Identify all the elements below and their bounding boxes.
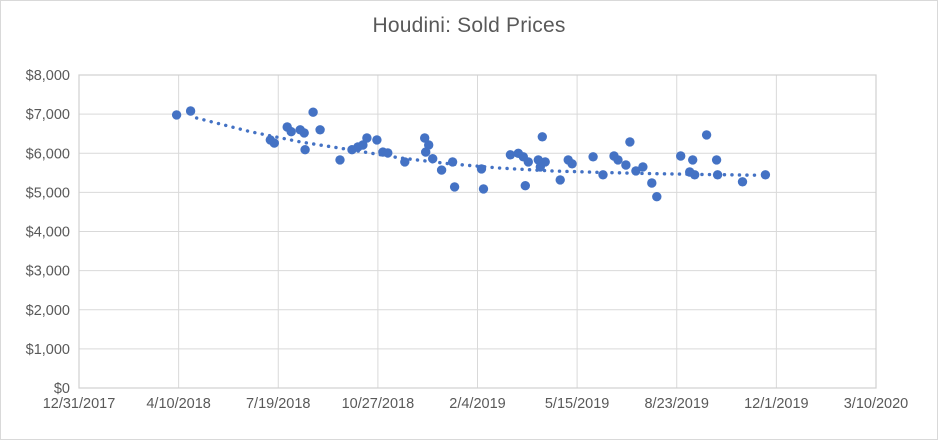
data-point[interactable] (647, 178, 657, 188)
data-point[interactable] (688, 155, 698, 165)
data-point[interactable] (185, 106, 196, 116)
data-point[interactable] (690, 170, 700, 180)
gridlines (78, 74, 877, 389)
data-point[interactable] (523, 157, 533, 167)
data-point[interactable] (315, 125, 325, 135)
data-point[interactable] (420, 133, 430, 143)
data-point[interactable] (537, 132, 547, 142)
data-point[interactable] (335, 155, 345, 165)
x-axis-label: 12/31/2017 (43, 396, 116, 412)
data-point[interactable] (613, 155, 623, 165)
data-point[interactable] (372, 135, 382, 145)
data-point[interactable] (567, 159, 577, 169)
data-point[interactable] (625, 137, 635, 147)
series-sold-prices (171, 106, 771, 202)
data-point[interactable] (286, 127, 296, 137)
data-point[interactable] (638, 162, 648, 172)
data-point[interactable] (520, 181, 530, 191)
data-point[interactable] (400, 157, 410, 167)
data-point[interactable] (421, 147, 431, 157)
data-point[interactable] (358, 140, 368, 150)
chart-title[interactable]: Houdini: Sold Prices (372, 14, 566, 37)
data-point[interactable] (299, 128, 309, 138)
data-point[interactable] (269, 138, 279, 148)
data-point[interactable] (760, 170, 771, 180)
data-point[interactable] (701, 130, 712, 140)
data-point[interactable] (308, 107, 318, 117)
data-point[interactable] (362, 133, 372, 143)
data-point[interactable] (540, 157, 550, 167)
x-axis-label: 8/23/2019 (644, 396, 709, 412)
x-axis-label: 3/10/2020 (844, 396, 909, 412)
y-axis-labels: $0 $1,000 $2,000 $3,000 $4,000 $5,000 $6,000 $7… (26, 68, 70, 397)
y-axis-label: $0 (54, 381, 70, 397)
data-point[interactable] (449, 182, 460, 192)
data-point[interactable] (436, 165, 447, 175)
data-point[interactable] (383, 148, 393, 158)
data-point[interactable] (652, 192, 662, 202)
y-axis-label: $3,000 (26, 264, 70, 280)
x-axis-label: 2/4/2019 (449, 396, 505, 412)
x-axis-label: 12/1/2019 (744, 396, 809, 412)
data-point[interactable] (621, 160, 631, 170)
x-axis-label: 10/27/2018 (342, 396, 415, 412)
data-point[interactable] (676, 151, 686, 161)
x-axis-label: 7/19/2018 (246, 396, 311, 412)
data-point[interactable] (711, 155, 722, 165)
data-point[interactable] (555, 175, 565, 185)
data-point[interactable] (598, 170, 608, 180)
data-point[interactable] (447, 157, 458, 167)
data-point[interactable] (588, 152, 598, 162)
trendline[interactable] (194, 116, 761, 177)
data-point[interactable] (712, 170, 723, 180)
data-point[interactable] (171, 110, 182, 120)
data-point[interactable] (428, 154, 438, 164)
plot-area-border (78, 74, 877, 389)
data-point[interactable] (478, 184, 489, 194)
x-axis-label: 4/10/2018 (146, 396, 211, 412)
x-axis-label: 5/15/2019 (545, 396, 610, 412)
data-point[interactable] (300, 145, 310, 155)
data-point[interactable] (424, 140, 434, 150)
y-axis-label: $7,000 (26, 107, 70, 123)
data-point[interactable] (631, 166, 641, 176)
x-axis-labels: 12/31/2017 4/10/2018 7/19/2018 10/27/2018 2/… (43, 396, 909, 412)
y-axis-label: $1,000 (26, 342, 70, 358)
y-axis-label: $4,000 (26, 225, 70, 241)
data-point[interactable] (505, 150, 516, 160)
y-axis-label: $2,000 (26, 303, 70, 319)
y-axis-label: $8,000 (26, 68, 70, 84)
y-axis-label: $5,000 (26, 185, 70, 201)
data-point[interactable] (476, 164, 487, 174)
data-point[interactable] (737, 177, 748, 187)
y-axis-label: $6,000 (26, 146, 70, 162)
